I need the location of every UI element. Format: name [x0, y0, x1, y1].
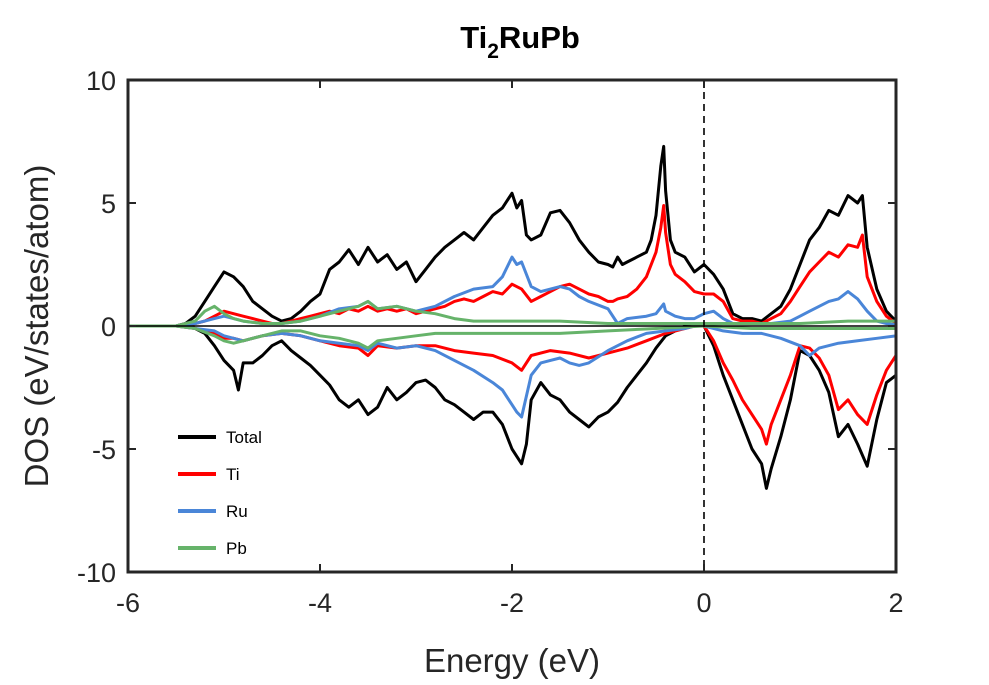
chart-title-rest: RuPb [499, 20, 580, 55]
legend: Total Ti Ru Pb [178, 428, 262, 558]
series-ru-spin-down [128, 324, 896, 419]
legend-label-total: Total [226, 428, 262, 447]
x-axis-label: Energy (eV) [424, 642, 600, 679]
series-pb-spin-down [128, 324, 896, 350]
y-tick-label: 5 [101, 189, 116, 219]
series-total-spin-up [128, 144, 896, 328]
series-ti-spin-down [128, 324, 896, 446]
chart-title-subscript: 2 [487, 40, 499, 63]
y-tick-label: -5 [92, 435, 116, 465]
ticks-layer: -6 -4 -2 0 2 -10 -5 0 5 10 [77, 66, 904, 618]
y-tick-label: 0 [101, 312, 116, 342]
series-total-spin-down [128, 324, 896, 490]
y-tick-label: -10 [77, 558, 116, 588]
x-tick-label: -6 [116, 588, 140, 618]
chart-title-main: Ti [460, 20, 487, 55]
legend-label-ti: Ti [226, 465, 240, 484]
x-tick-label: -4 [308, 588, 332, 618]
legend-label-pb: Pb [226, 539, 247, 558]
x-tick-label: 0 [696, 588, 711, 618]
series-pb-spin-up [128, 299, 896, 328]
x-tick-label: 2 [888, 588, 903, 618]
y-tick-label: 10 [86, 66, 116, 96]
chart-title: Ti2RuPb [460, 20, 580, 63]
x-tick-label: -2 [500, 588, 524, 618]
series-layer [128, 144, 896, 490]
legend-label-ru: Ru [226, 502, 248, 521]
y-axis-label: DOS (eV/states/atom) [18, 165, 55, 488]
